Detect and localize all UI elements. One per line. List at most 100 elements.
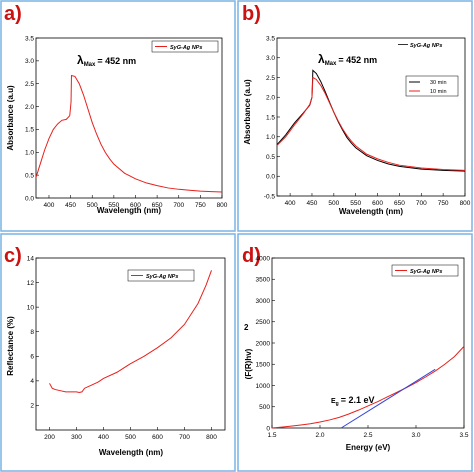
panel-c-series-line [49,270,212,394]
panel-d-yticks: 0 500 1000 1500 2000 2500 3000 3500 4000 [256,255,275,432]
panel-d-ytick-label: 4000 [256,255,271,262]
panel-c-xtick-label: 400 [98,434,109,441]
panel-a-lambda-max-annotation: λMax = 452 nm [77,53,136,68]
panel-d-eg-annotation: Eg = 2.1 eV [331,395,375,407]
panel-b-annot-main: λ [318,52,325,66]
panel-d-annot-main: E [331,398,336,405]
panel-b-annot-rest: = 452 nm [338,55,377,65]
panel-c-plot-frame [35,257,226,431]
panel-c-ytick-label: 14 [27,255,35,262]
panel-d-ytick-label: 500 [259,404,270,411]
panel-a-annot-rest: = 452 nm [97,56,136,66]
panel-a-ytick-label: 0.0 [25,195,34,202]
panel-c-xtick-label: 500 [125,434,136,441]
panel-b-xtick-label: 600 [372,200,383,207]
panel-a-ylabel: Absorbance (a.u) [6,85,15,151]
panel-a-xtick-label: 450 [65,202,76,209]
panel-d-ytick-label: 3000 [256,298,271,305]
panel-d-annot-rest: = 2.1 eV [341,395,375,405]
panel-a-grid-ticks: 400 450 500 550 600 650 700 750 800 0.0 0.5 1.0 1.5… [25,35,228,209]
panel-a-xtick-label: 800 [217,202,228,209]
panel-c-border [0,233,236,472]
panel-c-ytick-label: 2 [30,403,34,410]
panel-d-letter: d) [242,245,261,267]
panel-c-xtick-label: 600 [152,434,163,441]
panel-c-ylabel: Reflectance (%) [6,316,15,376]
panel-d-series-line-0 [271,346,465,429]
panel-b-legend-title: SyG-Ag NPs [410,43,442,49]
panel-d-xtick-label: 2.0 [315,432,324,439]
panel-b-legend-label-0: 30 min [430,80,447,86]
panel-d-xtick-label: 1.5 [267,432,276,439]
panel-c-ytick-label: 8 [30,329,34,336]
panel-b-letter: b) [242,3,261,25]
panel-a-legend-label: SyG-Ag NPs [170,45,202,51]
panel-d-legend-label: SyG-Ag NPs [410,269,442,275]
panel-d-plot-frame [271,257,465,429]
panel-b-xtick-label: 550 [350,200,361,207]
panel-b-ytick-label: 0.0 [266,174,275,181]
panel-a-border [0,0,236,232]
panel-d-ylabel: (F(R)hv) [244,348,253,379]
panel-d-series-line-1 [340,368,436,429]
panel-d: d) 1.5 2.0 2.5 3.0 3.5 0 500 1000 1500 2000 2500 3… [242,245,469,452]
panel-d-border [237,233,473,472]
panel-d-ytick-label: 2000 [256,340,271,347]
panel-b-xlabel: Wavelength (nm) [339,207,403,216]
panel-b-series-line-1 [276,76,466,171]
panel-d-xtick-label: 2.5 [363,432,372,439]
panel-a-ytick-label: 3.0 [25,58,34,65]
panel-c-xtick-label: 700 [179,434,190,441]
panel-d-ytick-label: 3500 [256,277,271,284]
panel-c-xtick-label: 200 [44,434,55,441]
panel-a-series-line [35,74,223,193]
panel-a-ytick-label: 1.5 [25,127,34,134]
panel-b-ytick-label: -0.5 [264,193,276,200]
panel-a-xtick-label: 500 [87,202,98,209]
panel-a-annot-sub: Max [84,62,96,68]
panel-c-legend-label: SyG-Ag NPs [146,274,178,280]
panel-c: c) 200 300 400 500 600 700 800 2 4 6 8 10 12 14 SyG-… [4,245,226,457]
panel-c-letter: c) [4,245,22,267]
panel-d-legend-box [391,264,459,277]
panel-b-xtick-label: 800 [460,200,471,207]
panel-b-ytick-label: 0.5 [266,154,275,161]
panel-d-ylabel-superscript: 2 [244,323,249,332]
panel-b-ytick-label: 3.0 [266,55,275,62]
panel-d-xtick-label: 3.5 [459,432,468,439]
panel-a-annot-main: λ [77,53,84,67]
panel-b-xtick-label: 700 [416,200,427,207]
panel-b-xtick-label: 400 [285,200,296,207]
panel-b-xtick-label: 750 [438,200,449,207]
panel-b-xtick-label: 500 [328,200,339,207]
panel-b-ytick-label: 2.0 [266,95,275,102]
panel-b-legend-label-1: 10 min [430,89,447,95]
panel-b: b) 400 450 500 550 600 650 700 750 800 -0.5 0.0 0.… [242,3,471,216]
panel-c-legend-box [127,269,195,282]
panel-a-xtick-label: 600 [130,202,141,209]
panel-b-xtick-label: 450 [307,200,318,207]
panel-b-xticks: 400 450 500 550 600 650 700 750 800 [285,193,471,207]
panel-a-xtick-label: 700 [173,202,184,209]
panel-a-legend-box [151,40,219,53]
panel-b-yticks: -0.5 0.0 0.5 1.0 1.5 2.0 2.5 3.0 3.5 [264,35,280,200]
panel-d-ytick-label: 1000 [256,383,271,390]
panel-c-ytick-label: 6 [30,354,34,361]
panel-c-xticks: 200 300 400 500 600 700 800 [44,427,217,441]
panel-b-ylabel: Absorbance (a.u) [243,79,252,145]
panel-b-xtick-label: 650 [394,200,405,207]
panel-b-lambda-max-annotation: λMax = 452 nm [318,52,377,67]
panel-c-ytick-label: 4 [30,378,34,385]
panel-c-xtick-label: 800 [206,434,217,441]
panel-c-ytick-label: 12 [27,280,35,287]
panel-a-xtick-label: 400 [44,202,55,209]
panel-a-yticks: 0.0 0.5 1.0 1.5 2.0 2.5 3.0 3.5 [25,35,39,202]
panel-c-xlabel: Wavelength (nm) [99,448,163,457]
panel-d-annot-sub: g [336,401,339,407]
panel-b-annot-sub: Max [325,61,337,67]
panel-a-xticks: 400 450 500 550 600 650 700 750 800 [44,195,228,209]
panel-a: a) 400 450 500 550 600 650 700 750 800 0.0 0.5 1.0… [4,3,228,215]
panel-c-ytick-label: 10 [27,304,35,311]
panel-a-xtick-label: 750 [195,202,206,209]
panel-b-ytick-label: 1.0 [266,134,275,141]
